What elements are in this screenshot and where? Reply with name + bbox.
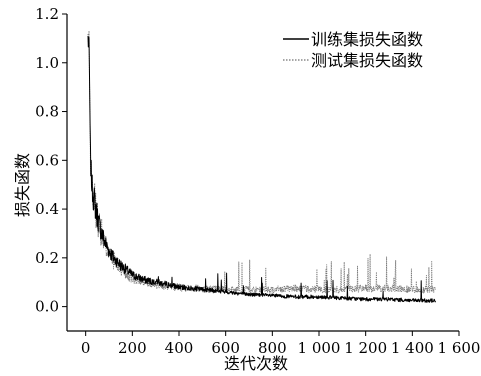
y-tick-label: 0.6 <box>35 151 59 169</box>
series-line-train <box>87 35 437 303</box>
series-line-test <box>87 30 437 294</box>
y-tick-label: 0.8 <box>35 103 59 121</box>
x-tick-label: 0 <box>81 339 91 357</box>
y-tick-label: 0.4 <box>35 200 59 218</box>
y-axis-ticks: 0.0 0.2 0.4 0.6 0.8 1.0 1.2 <box>35 5 67 316</box>
x-tick-label: 400 <box>165 339 194 357</box>
y-axis-title: 损失函数 <box>13 153 32 217</box>
x-axis-ticks: 0 200 400 600 800 1 000 1 200 1 400 1 600 <box>81 331 481 357</box>
x-tick-label: 600 <box>211 339 240 357</box>
legend-label-test: 测试集损失函数 <box>311 51 423 70</box>
x-tick-label: 1 200 <box>344 339 387 357</box>
y-tick-label: 0.2 <box>35 249 59 267</box>
y-tick-label: 0.0 <box>35 298 59 316</box>
x-tick-label: 200 <box>118 339 147 357</box>
y-tick-label: 1.2 <box>35 5 59 23</box>
legend-label-train: 训练集损失函数 <box>311 30 423 49</box>
x-tick-label: 800 <box>258 339 287 357</box>
legend: 训练集损失函数 测试集损失函数 <box>283 30 423 70</box>
x-tick-label: 1 000 <box>298 339 341 357</box>
y-tick-label: 1.0 <box>35 54 59 72</box>
x-tick-label: 1 400 <box>391 339 434 357</box>
plot-lines <box>87 30 437 303</box>
x-tick-label: 1 600 <box>438 339 481 357</box>
x-axis-title: 迭代次数 <box>224 354 288 373</box>
